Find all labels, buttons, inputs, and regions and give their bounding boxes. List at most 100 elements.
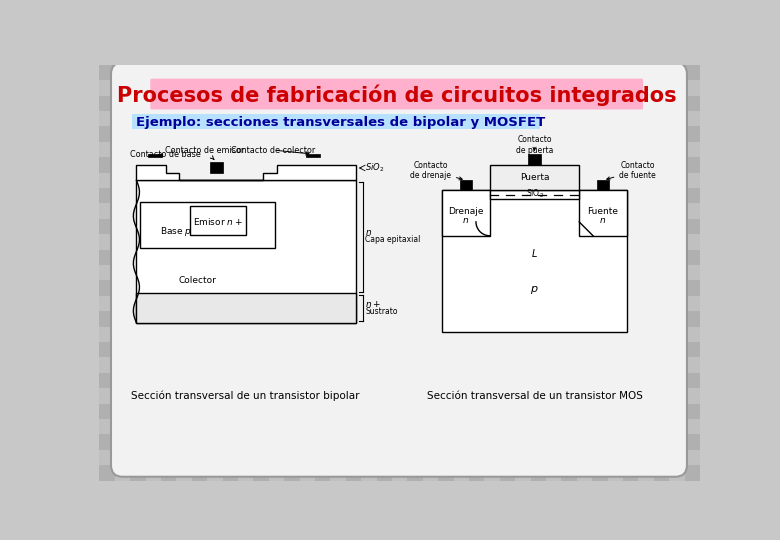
Bar bbox=[546, 465, 562, 481]
Bar bbox=[115, 173, 130, 188]
Text: $n$: $n$ bbox=[463, 216, 470, 225]
Text: Contacto
de puerta: Contacto de puerta bbox=[516, 135, 553, 154]
Bar bbox=[361, 465, 377, 481]
Bar bbox=[222, 65, 238, 80]
Text: Sustrato: Sustrato bbox=[365, 307, 398, 316]
Bar bbox=[161, 465, 176, 481]
Bar bbox=[669, 173, 685, 188]
Bar bbox=[115, 219, 130, 234]
Text: Capa epitaxial: Capa epitaxial bbox=[365, 235, 420, 245]
Bar bbox=[99, 111, 115, 126]
Bar bbox=[597, 180, 609, 190]
Bar bbox=[669, 357, 685, 373]
Text: $n+$: $n+$ bbox=[365, 299, 381, 309]
Bar bbox=[685, 157, 700, 173]
Bar bbox=[99, 65, 115, 80]
Text: Contacto de emisor: Contacto de emisor bbox=[165, 146, 244, 159]
Bar bbox=[562, 65, 577, 80]
Text: Ejemplo: secciones transversales de bipolar y MOSFET: Ejemplo: secciones transversales de bipo… bbox=[136, 116, 545, 129]
Bar bbox=[685, 65, 700, 80]
Bar bbox=[669, 65, 685, 80]
Bar bbox=[685, 111, 700, 126]
Bar bbox=[654, 65, 669, 80]
Text: Emisor $n+$: Emisor $n+$ bbox=[193, 215, 243, 227]
Bar bbox=[254, 465, 269, 481]
Bar bbox=[577, 65, 592, 80]
Bar bbox=[669, 327, 685, 342]
Bar bbox=[669, 403, 685, 419]
Bar bbox=[99, 219, 115, 234]
Bar bbox=[115, 280, 130, 296]
Bar bbox=[99, 311, 115, 327]
Bar bbox=[685, 357, 700, 373]
Bar bbox=[300, 465, 315, 481]
Bar bbox=[392, 465, 407, 481]
Bar bbox=[685, 80, 700, 96]
Bar bbox=[115, 388, 130, 403]
Bar bbox=[669, 142, 685, 157]
Bar bbox=[238, 465, 254, 481]
Bar bbox=[442, 190, 627, 332]
Text: Puerta: Puerta bbox=[519, 173, 549, 182]
Bar bbox=[176, 465, 192, 481]
Bar bbox=[608, 465, 623, 481]
Bar bbox=[669, 219, 685, 234]
Bar bbox=[685, 388, 700, 403]
Text: $p$: $p$ bbox=[530, 284, 539, 295]
Bar bbox=[580, 190, 627, 236]
Text: Base $p$: Base $p$ bbox=[161, 225, 193, 238]
Bar bbox=[99, 388, 115, 403]
Bar bbox=[562, 465, 577, 481]
Bar bbox=[469, 65, 484, 80]
Bar bbox=[115, 80, 130, 96]
Bar bbox=[346, 465, 361, 481]
Bar bbox=[284, 65, 300, 80]
Bar bbox=[669, 434, 685, 450]
Bar bbox=[685, 434, 700, 450]
Bar bbox=[669, 373, 685, 388]
Bar bbox=[500, 65, 516, 80]
Bar bbox=[454, 465, 469, 481]
Bar bbox=[592, 65, 608, 80]
Bar bbox=[669, 80, 685, 96]
Bar bbox=[685, 96, 700, 111]
Bar bbox=[528, 154, 541, 165]
Bar bbox=[207, 65, 222, 80]
Text: Procesos de fabricación de circuitos integrados: Procesos de fabricación de circuitos int… bbox=[117, 85, 676, 106]
Bar bbox=[407, 65, 423, 80]
Bar bbox=[623, 465, 639, 481]
Bar bbox=[530, 465, 546, 481]
FancyBboxPatch shape bbox=[151, 79, 643, 110]
Bar bbox=[669, 465, 685, 481]
Bar bbox=[115, 65, 130, 80]
Bar bbox=[99, 327, 115, 342]
Bar bbox=[516, 465, 530, 481]
Bar bbox=[115, 234, 130, 249]
Bar bbox=[99, 296, 115, 311]
Bar bbox=[669, 450, 685, 465]
Text: Drenaje: Drenaje bbox=[448, 207, 484, 215]
Bar bbox=[115, 157, 130, 173]
Text: Contacto de base: Contacto de base bbox=[130, 150, 201, 159]
Bar bbox=[99, 80, 115, 96]
Bar bbox=[115, 434, 130, 450]
Bar bbox=[592, 465, 608, 481]
Bar bbox=[442, 190, 490, 236]
Bar bbox=[685, 342, 700, 357]
Polygon shape bbox=[136, 165, 356, 180]
Bar bbox=[140, 202, 275, 248]
Bar bbox=[608, 65, 623, 80]
Bar bbox=[99, 157, 115, 173]
Bar bbox=[685, 249, 700, 265]
Bar bbox=[669, 296, 685, 311]
Bar bbox=[685, 234, 700, 249]
Bar bbox=[99, 434, 115, 450]
Bar bbox=[331, 65, 346, 80]
Bar bbox=[669, 188, 685, 204]
Bar bbox=[99, 419, 115, 434]
Bar bbox=[685, 296, 700, 311]
Bar bbox=[146, 465, 161, 481]
Bar bbox=[685, 311, 700, 327]
Bar bbox=[484, 465, 500, 481]
Bar bbox=[669, 157, 685, 173]
